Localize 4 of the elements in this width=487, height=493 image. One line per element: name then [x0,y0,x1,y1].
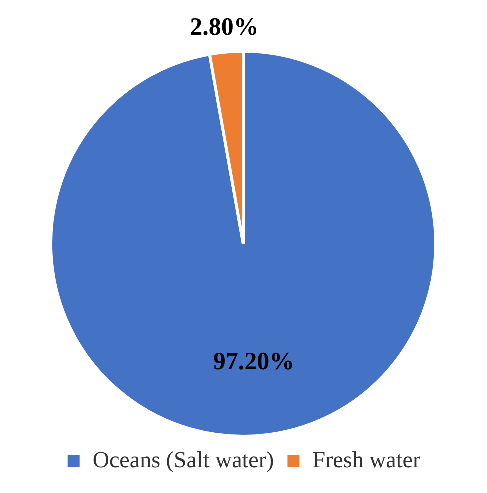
data-label: 97.20% [213,348,295,376]
legend-label: Fresh water [312,448,421,473]
legend-label: Oceans (Salt water) [92,448,274,473]
data-label: 2.80% [190,14,259,41]
